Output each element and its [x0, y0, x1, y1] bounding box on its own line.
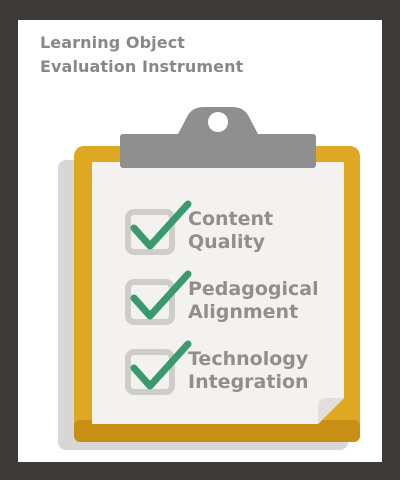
checkmark-icon	[130, 200, 192, 250]
checkmark-icon	[130, 270, 192, 320]
checklist-item-line-1: Content	[188, 208, 274, 230]
checkbox-technology-integration	[125, 349, 175, 395]
poster-title-line-1: Learning Object	[40, 33, 186, 52]
checkbox-content-quality	[125, 209, 175, 255]
clip-hole-icon	[208, 112, 228, 132]
checklist-item-line-2: Quality	[188, 231, 265, 253]
checkbox-pedagogical-alignment	[125, 279, 175, 325]
paper-curl	[318, 398, 344, 424]
checklist-item-line-2: Alignment	[188, 301, 299, 323]
clipboard-paper	[92, 162, 344, 424]
checkmark-icon	[130, 340, 192, 390]
checklist-item-pedagogical-alignment: Pedagogical Alignment	[188, 278, 319, 324]
checklist-item-content-quality: Content Quality	[188, 208, 273, 254]
poster-frame: Learning Object Evaluation Instrument Co…	[18, 20, 382, 462]
checklist-item-line-2: Integration	[188, 371, 309, 393]
checklist-item-technology-integration: Technology Integration	[188, 348, 309, 394]
clipboard-illustration	[58, 107, 360, 450]
checklist-item-line-1: Technology	[188, 348, 309, 370]
checklist-item-line-1: Pedagogical	[188, 278, 319, 300]
clipboard-board-edge	[74, 420, 360, 442]
poster-title-line-2: Evaluation Instrument	[40, 57, 244, 76]
clip-bar	[120, 134, 316, 168]
